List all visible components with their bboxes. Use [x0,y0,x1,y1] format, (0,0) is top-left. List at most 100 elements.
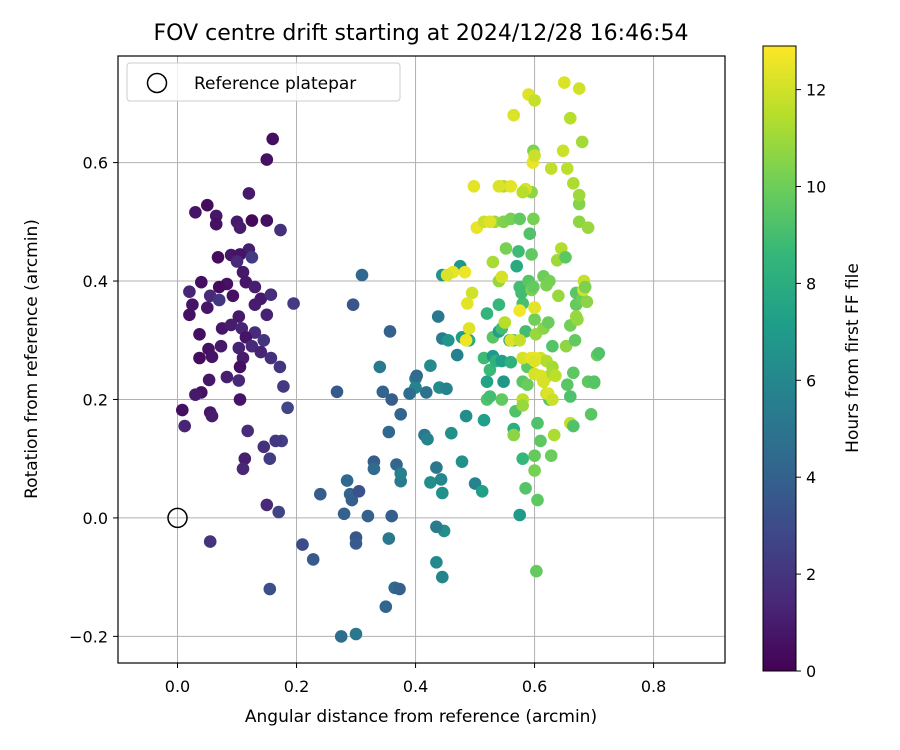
legend: Reference platepar [126,62,401,102]
data-point [281,401,294,415]
data-point [567,419,580,433]
data-point [467,180,481,193]
data-point [544,449,558,463]
data-point [385,393,399,406]
data-point [232,374,246,387]
data-point [477,413,491,427]
data-point [263,582,277,596]
data-point [257,440,271,454]
data-point [523,227,537,240]
data-point [516,399,529,412]
data-point [461,297,474,310]
data-point [480,307,494,320]
x-tick-label: 0.2 [284,677,309,696]
data-point [475,485,489,498]
data-point [592,347,606,360]
data-point [224,318,238,332]
data-point [287,297,300,310]
data-point [424,359,437,373]
x-axis-label: Angular distance from reference (arcmin) [245,707,597,727]
data-point [201,301,214,315]
data-point [330,385,344,399]
data-point [349,627,363,641]
data-point [233,393,247,406]
reference-platepar-marker [167,507,188,529]
data-point [525,248,538,261]
data-point [346,298,360,312]
data-point [393,582,406,596]
data-point [376,385,390,399]
data-point [236,265,250,279]
data-point [345,493,359,507]
data-point [430,556,443,569]
data-point [260,153,274,166]
data-point [245,214,259,227]
axes: 0.0 0.2 0.4 0.6 0.8 −0.2 0.0 0.2 0.4 0.6 [69,55,726,696]
data-point [410,369,424,383]
legend-marker-reference [146,72,168,94]
data-point [379,600,393,613]
data-point [513,212,526,226]
data-point [178,419,191,433]
data-point [507,428,520,442]
data-point [528,354,541,368]
colorbar-tick-label: 2 [806,565,816,584]
data-point [209,217,223,231]
data-point [483,363,497,377]
data-point [202,373,216,387]
data-point [420,386,433,399]
data-point [434,473,448,486]
data-point [421,432,434,446]
data-point [552,289,565,303]
data-point [355,268,369,282]
data-point [556,144,570,158]
data-point [340,474,354,487]
data-point [373,360,387,374]
data-point [572,188,586,202]
data-point [581,221,595,234]
data-point [334,630,348,643]
reference-marker-layer [167,507,188,529]
data-point [528,313,541,326]
data-point [561,378,574,392]
data-point [382,532,396,545]
data-point [499,242,513,255]
data-point [361,509,375,523]
data-point [382,425,396,439]
data-point [544,162,558,175]
data-point [352,485,366,498]
data-point [575,135,589,149]
colorbar-label: Hours from first FF file [843,263,863,453]
data-point [263,452,277,466]
data-point [314,487,327,501]
data-point [242,187,256,200]
data-point [272,505,286,519]
data-point [547,428,561,442]
data-point [459,409,473,423]
data-point [546,339,559,353]
data-point [248,298,262,312]
data-point [274,223,287,237]
data-point [230,255,244,268]
data-point [431,310,445,323]
data-point [504,180,518,193]
data-point [495,393,509,406]
data-point [516,185,529,199]
data-point [564,390,577,403]
data-point [183,308,196,322]
data-point [537,375,550,389]
data-point [176,403,189,417]
data-point [528,301,541,315]
colorbar-tick-label: 8 [806,274,816,293]
colorbar-tick-label: 4 [806,468,816,487]
data-point [226,289,240,303]
colorbar-ticks: 0 2 4 6 8 10 12 [796,81,826,681]
colorbar-tick-label: 0 [806,662,816,681]
data-point [195,275,208,289]
data-point [462,322,476,335]
data-point [212,293,226,307]
data-point [239,331,253,344]
data-point [440,268,454,282]
data-point [211,250,225,264]
data-point [212,280,226,294]
